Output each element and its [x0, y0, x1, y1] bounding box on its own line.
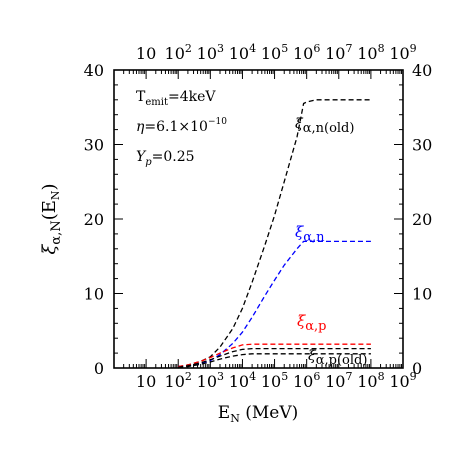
series-line-3 — [178, 347, 371, 368]
series-line-0 — [178, 99, 371, 368]
series-label-xi-alpha-p: ξα,p — [297, 312, 327, 334]
x-tick-label-top: 102 — [165, 42, 192, 63]
y-tick-label-right: 20 — [412, 210, 432, 229]
x-tick-label-bottom: 102 — [165, 370, 192, 391]
x-tick-label-top: 106 — [293, 42, 320, 63]
x-tick-label-bottom: 104 — [229, 370, 256, 391]
series-label-xi-alpha-n-old: ξα,n(old) — [295, 116, 354, 136]
y-tick-label-right: 40 — [412, 61, 432, 80]
series-label-xi-alpha-p-old: ξα,p(old) — [308, 348, 367, 368]
x-tick-label-top: 105 — [261, 42, 288, 63]
series-line-4 — [178, 353, 371, 369]
x-tick-label-top: 109 — [389, 42, 416, 63]
series-line-2 — [178, 343, 371, 368]
axis-ticks — [113, 69, 404, 369]
series-label-xi-alpha-n: ξα,n — [295, 223, 325, 245]
x-tick-label-bottom: 106 — [293, 370, 320, 391]
x-tick-label-bottom: 107 — [325, 370, 352, 391]
annotation-yp: Yp=0.25 — [136, 149, 195, 168]
y-tick-label-left: 30 — [84, 136, 104, 155]
x-tick-label-top: 10 — [136, 44, 156, 63]
tick-labels: 1010102102103103104104105105106106107107… — [84, 42, 433, 391]
y-tick-label-right: 30 — [412, 136, 432, 155]
x-tick-label-bottom: 103 — [197, 370, 224, 391]
x-tick-label-bottom: 109 — [389, 370, 416, 391]
y-tick-label-left: 40 — [84, 61, 104, 80]
x-tick-label-top: 107 — [325, 42, 352, 63]
series-layer — [178, 99, 371, 369]
annotation-eta: η=6.1×10−10 — [136, 117, 227, 135]
x-tick-label-bottom: 105 — [261, 370, 288, 391]
x-tick-label-bottom: 108 — [357, 370, 384, 391]
y-tick-label-left: 20 — [84, 210, 104, 229]
x-tick-label-top: 108 — [357, 42, 384, 63]
y-tick-label-left: 0 — [94, 359, 104, 378]
y-tick-label-right: 0 — [412, 359, 422, 378]
annotation-temit: Temit=4keV — [136, 89, 216, 108]
y-tick-label-left: 10 — [84, 285, 104, 304]
y-axis-title: ξα,N(EN) — [39, 183, 64, 254]
y-tick-label-right: 10 — [412, 285, 432, 304]
x-tick-label-bottom: 10 — [136, 372, 156, 391]
x-axis-title: EN (MeV) — [218, 403, 298, 425]
x-tick-label-top: 104 — [229, 42, 256, 63]
x-tick-label-top: 103 — [197, 42, 224, 63]
series-line-1 — [178, 240, 371, 368]
